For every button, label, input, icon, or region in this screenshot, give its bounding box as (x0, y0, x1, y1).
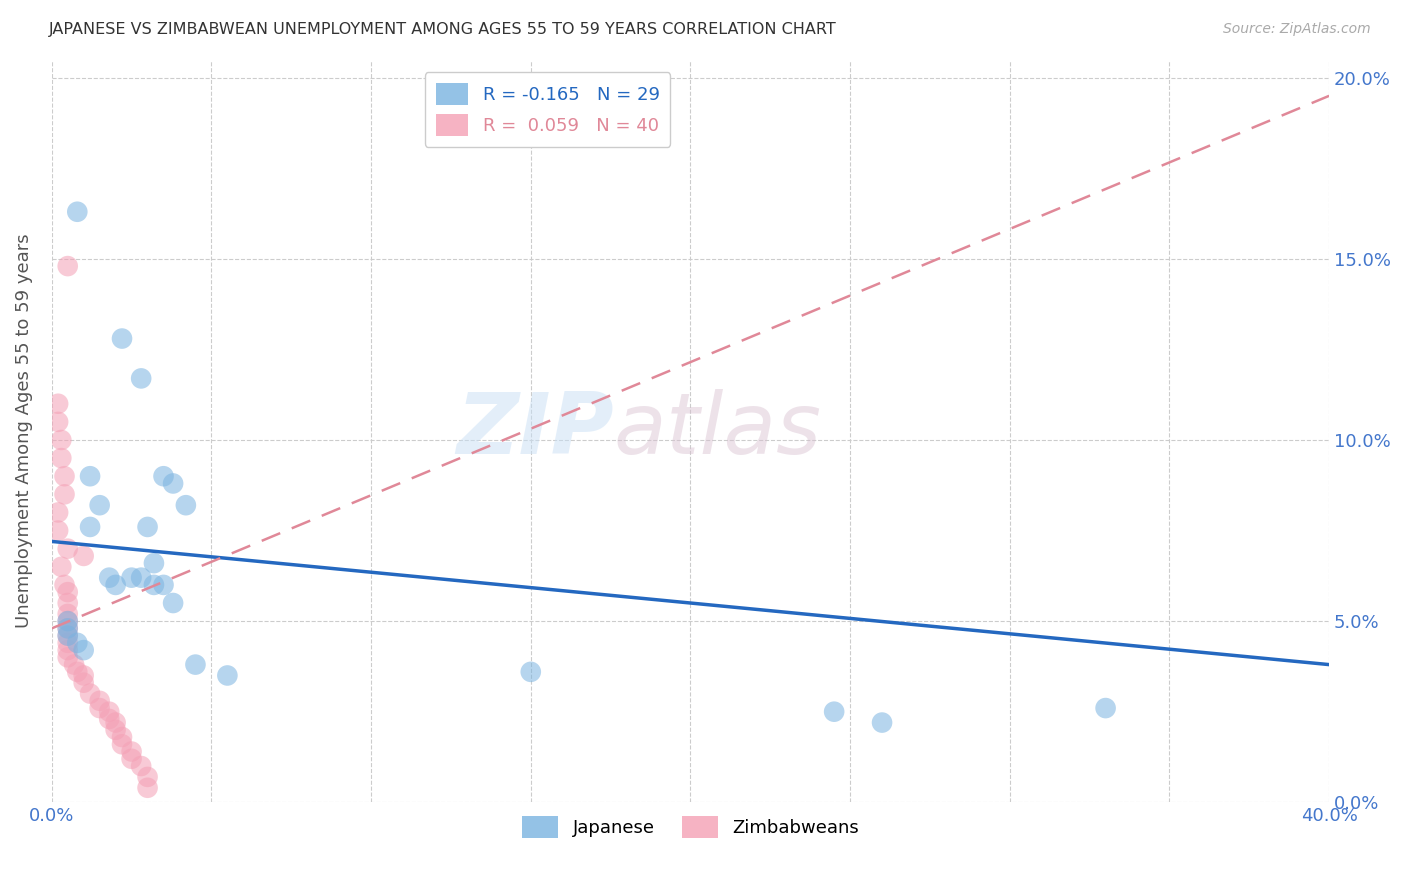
Point (111, 332, 134, 346)
Point (142, 556, 165, 570)
Point (56, 629, 79, 643)
Point (79, 520, 101, 534)
Point (136, 780, 159, 795)
Point (89, 701, 111, 715)
Point (46, 397, 69, 411)
Point (121, 745, 143, 759)
Point (98, 705, 121, 719)
Point (129, 571, 152, 585)
Point (56, 621, 79, 635)
Point (53, 578, 76, 592)
Point (56, 621, 79, 635)
Point (56, 596, 79, 610)
Point (53, 469, 76, 483)
Point (63, 657, 86, 672)
Point (46, 524, 69, 538)
Point (66, 665, 89, 679)
Text: ZIP: ZIP (456, 390, 614, 473)
Text: atlas: atlas (614, 390, 821, 473)
Legend: Japanese, Zimbabweans: Japanese, Zimbabweans (515, 809, 866, 846)
Point (111, 737, 134, 751)
Point (56, 585, 79, 599)
Point (129, 759, 152, 773)
Point (104, 578, 127, 592)
Point (136, 770, 159, 784)
Point (121, 571, 143, 585)
Point (217, 668, 239, 682)
Point (162, 476, 184, 491)
Point (142, 578, 165, 592)
Point (56, 259, 79, 273)
Point (56, 643, 79, 657)
Point (1094, 701, 1116, 715)
Point (98, 571, 121, 585)
Point (98, 712, 121, 726)
Point (121, 752, 143, 766)
Y-axis label: Unemployment Among Ages 55 to 59 years: Unemployment Among Ages 55 to 59 years (15, 234, 32, 628)
Point (89, 694, 111, 708)
Point (66, 636, 89, 650)
Point (111, 730, 134, 744)
Point (136, 520, 159, 534)
Point (823, 705, 845, 719)
Point (184, 657, 207, 672)
Point (56, 614, 79, 628)
Point (56, 614, 79, 628)
Point (46, 505, 69, 519)
Point (152, 469, 174, 483)
Point (79, 469, 101, 483)
Point (870, 715, 893, 730)
Point (56, 541, 79, 556)
Point (73, 668, 96, 682)
Point (56, 607, 79, 621)
Point (520, 665, 543, 679)
Point (51, 451, 73, 466)
Point (73, 675, 96, 690)
Point (73, 549, 96, 563)
Text: Source: ZipAtlas.com: Source: ZipAtlas.com (1223, 22, 1371, 37)
Point (152, 578, 174, 592)
Point (56, 650, 79, 665)
Point (129, 371, 152, 385)
Point (104, 715, 127, 730)
Point (162, 596, 184, 610)
Point (89, 498, 111, 512)
Point (174, 498, 197, 512)
Point (56, 629, 79, 643)
Point (56, 636, 79, 650)
Point (104, 723, 127, 737)
Text: JAPANESE VS ZIMBABWEAN UNEMPLOYMENT AMONG AGES 55 TO 59 YEARS CORRELATION CHART: JAPANESE VS ZIMBABWEAN UNEMPLOYMENT AMON… (49, 22, 837, 37)
Point (51, 559, 73, 574)
Point (46, 415, 69, 429)
Point (66, 204, 89, 219)
Point (51, 433, 73, 447)
Point (73, 643, 96, 657)
Point (79, 687, 101, 701)
Point (53, 487, 76, 501)
